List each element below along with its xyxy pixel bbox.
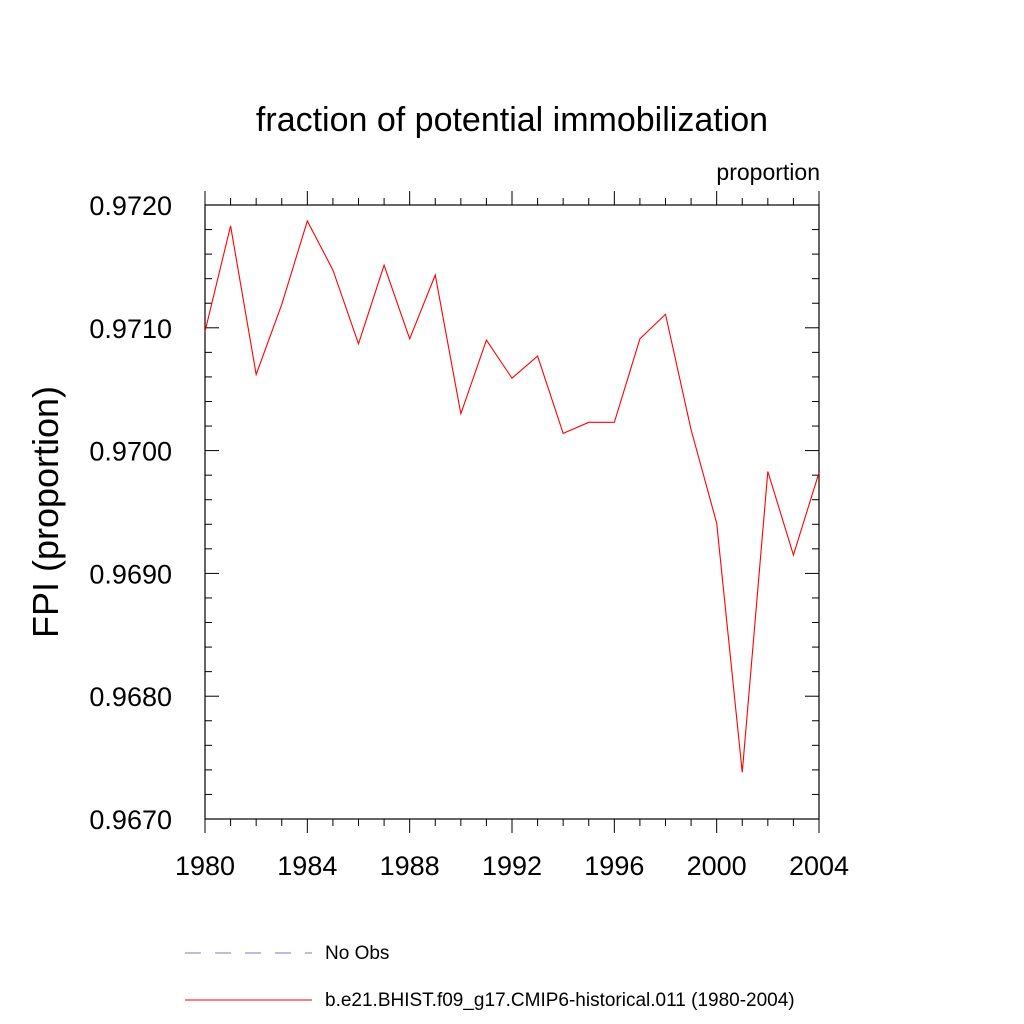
chart-subtitle-units: proportion [716,159,820,185]
plot-frame [204,204,820,820]
legend-label-no-obs: No Obs [325,943,389,964]
x-tick-label: 1988 [380,851,440,881]
legend: No Obs b.e21.BHIST.f09_g17.CMIP6-histori… [185,943,795,1011]
y-axis-label: FPI (proportion) [25,386,66,638]
axis-tick-labels: 1980 1984 1988 1992 1996 2000 2004 0.9670 0.9680… [89,191,849,881]
x-tick-label: 1992 [482,851,542,881]
x-tick-label: 2004 [789,851,849,881]
y-tick-label: 0.9680 [89,682,172,712]
x-tick-label: 1980 [175,851,235,881]
y-tick-label: 0.9710 [89,314,172,344]
y-tick-label: 0.9700 [89,437,172,467]
legend-label-model: b.e21.BHIST.f09_g17.CMIP6-historical.011… [325,990,795,1011]
y-tick-label: 0.9670 [89,805,172,835]
y-tick-label: 0.9720 [89,191,172,221]
chart-title: fraction of potential immobilization [256,101,768,139]
x-tick-label: 1984 [277,851,337,881]
x-tick-label: 1996 [584,851,644,881]
y-tick-label: 0.9690 [89,559,172,589]
axis-ticks [204,191,820,833]
series-group [204,219,820,773]
series-line [204,219,820,773]
x-tick-label: 2000 [687,851,747,881]
